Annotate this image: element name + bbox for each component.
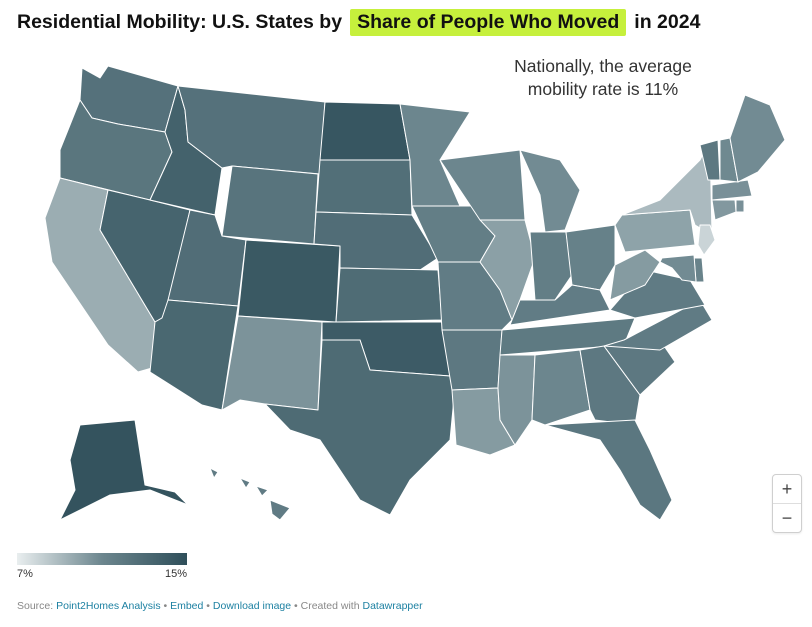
state-ar[interactable] [441,329,503,391]
state-pa[interactable] [614,209,696,253]
zoom-in-button[interactable]: + [781,479,793,499]
state-nd[interactable] [319,101,411,161]
state-md[interactable] [659,254,697,283]
title-suffix: in 2024 [634,10,701,33]
state-oh[interactable] [565,224,616,291]
state-nj[interactable] [697,224,716,256]
legend-gradient-bar [17,553,187,565]
state-ny[interactable] [621,139,713,236]
datawrapper-link[interactable]: Datawrapper [362,600,423,612]
state-hi[interactable] [209,467,291,521]
state-ak[interactable] [59,419,189,521]
state-tx[interactable] [264,339,455,516]
state-wy[interactable] [221,165,319,245]
state-me[interactable] [729,94,786,183]
state-ks[interactable] [335,267,443,323]
state-ri[interactable] [735,199,745,213]
footer-created-with: • Created with [291,600,363,612]
title-prefix: Residential Mobility: U.S. States by [17,10,343,33]
state-ma[interactable] [711,179,753,201]
zoom-controls: + − [772,474,802,533]
state-in[interactable] [529,231,573,301]
state-fl[interactable] [544,419,673,521]
national-average-note: Nationally, the average mobility rate is… [478,55,728,101]
annotation-line-1: Nationally, the average [514,56,692,76]
footer-separator: • [160,600,171,612]
source-link[interactable]: Point2Homes Analysis [56,600,161,612]
state-az[interactable] [149,299,239,411]
annotation-line-2: mobility rate is 11% [527,79,679,99]
states-layer [44,65,786,521]
legend-max-label: 15% [164,568,187,580]
state-wv[interactable] [609,249,661,301]
state-al[interactable] [531,349,591,426]
state-sd[interactable] [315,159,413,216]
zoom-out-button[interactable]: − [773,503,801,532]
footer: Source: Point2Homes Analysis • Embed • D… [17,600,423,612]
color-legend: 7% 15% [17,553,187,580]
state-ct[interactable] [711,199,737,221]
source-prefix: Source: [17,600,54,612]
legend-min-label: 7% [17,568,33,580]
title-highlight: Share of People Who Moved [350,8,627,36]
chart-title: Residential Mobility: U.S. States by Sha… [17,7,700,37]
download-image-link[interactable]: Download image [212,600,292,612]
state-mi[interactable] [519,149,581,233]
embed-link[interactable]: Embed [170,600,204,612]
state-nm[interactable] [221,315,323,411]
footer-separator: • [203,600,213,612]
state-ky[interactable] [509,284,611,326]
state-co[interactable] [237,239,341,323]
